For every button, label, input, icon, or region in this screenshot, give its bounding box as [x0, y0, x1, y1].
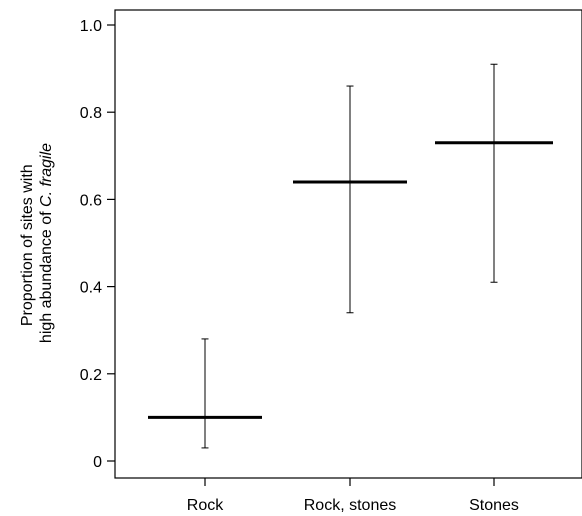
y-axis: 0 0.2 0.4 0.6 0.8 1.0 [80, 18, 115, 471]
y-tick-label-1: 0.2 [80, 367, 102, 384]
y-tick-label-5: 1.0 [80, 18, 102, 35]
y-tick-label-2: 0.4 [80, 280, 102, 297]
y-axis-title-line1: Proportion of sites with [19, 164, 36, 326]
x-tick-label-0: Rock [187, 497, 224, 514]
plot-frame [114, 9, 582, 479]
y-tick-label-0: 0 [93, 454, 102, 471]
error-bar-marks [148, 63, 553, 449]
y-axis-title: Proportion of sites with high abundance … [19, 143, 55, 343]
y-axis-title-species: C. fragile [38, 143, 55, 207]
y-tick-label-3: 0.6 [80, 192, 102, 209]
y-axis-title-line2: high abundance of [38, 207, 55, 343]
x-tick-label-1: Rock, stones [304, 497, 396, 514]
x-axis: Rock Rock, stones Stones [187, 478, 519, 514]
y-tick-label-4: 0.8 [80, 105, 102, 122]
x-tick-label-2: Stones [469, 497, 519, 514]
